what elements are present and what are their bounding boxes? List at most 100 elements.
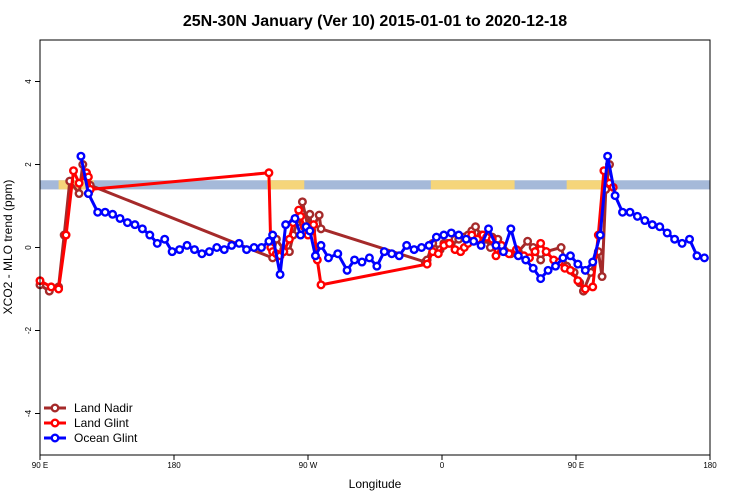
data-point xyxy=(74,178,84,188)
data-point xyxy=(573,276,583,286)
data-point xyxy=(647,220,657,230)
data-point xyxy=(433,249,443,259)
data-point xyxy=(212,242,222,252)
data-point xyxy=(394,251,404,261)
data-point xyxy=(610,191,620,201)
data-point xyxy=(461,234,471,244)
data-point xyxy=(93,207,103,217)
data-point xyxy=(640,216,650,226)
data-point xyxy=(409,245,419,255)
data-point xyxy=(242,245,252,255)
data-point xyxy=(632,211,642,221)
data-point xyxy=(580,265,590,275)
data-point xyxy=(431,232,441,242)
y-axis-label: XCO2 - MLO trend (ppm) xyxy=(1,180,15,315)
data-point xyxy=(588,257,598,267)
data-point xyxy=(305,209,315,219)
x-tick-label: 90 E xyxy=(32,461,48,470)
data-point xyxy=(333,249,343,259)
data-point xyxy=(603,151,613,161)
data-point xyxy=(625,207,635,217)
data-point xyxy=(573,259,583,269)
data-point xyxy=(305,226,315,236)
data-point xyxy=(256,242,266,252)
data-point xyxy=(350,255,360,265)
y-tick-label: -2 xyxy=(24,326,33,334)
data-point xyxy=(454,230,464,240)
chart-title: 25N-30N January (Ver 10) 2015-01-01 to 2… xyxy=(183,13,567,30)
data-point xyxy=(446,228,456,238)
data-point xyxy=(565,251,575,261)
legend-item: Ocean Glint xyxy=(44,431,138,445)
data-point xyxy=(541,247,551,257)
data-point xyxy=(189,245,199,255)
legend-item: Land Nadir xyxy=(44,401,133,415)
data-point xyxy=(422,259,432,269)
data-point xyxy=(137,224,147,234)
data-point xyxy=(618,207,628,217)
series-layer xyxy=(35,151,709,296)
data-point xyxy=(310,251,320,261)
data-point xyxy=(46,282,56,292)
data-point xyxy=(182,240,192,250)
data-point xyxy=(108,209,118,219)
land-band-segment xyxy=(566,180,603,190)
data-point xyxy=(536,255,546,265)
data-point xyxy=(677,238,687,248)
data-point xyxy=(68,166,78,176)
data-point xyxy=(264,236,274,246)
data-point xyxy=(670,234,680,244)
data-point xyxy=(444,238,454,248)
data-point xyxy=(476,240,486,250)
data-point xyxy=(692,251,702,261)
data-point xyxy=(115,213,125,223)
data-point xyxy=(323,253,333,263)
legend-swatch-marker xyxy=(50,418,60,428)
data-point xyxy=(316,240,326,250)
data-point xyxy=(204,247,214,257)
legend-swatch-marker xyxy=(50,403,60,413)
x-tick-label: 90 E xyxy=(568,461,584,470)
x-tick-label: 180 xyxy=(703,461,717,470)
data-point xyxy=(296,230,306,240)
data-point xyxy=(558,253,568,263)
data-point xyxy=(513,251,523,261)
data-point xyxy=(281,220,291,230)
land-band-segment xyxy=(430,180,515,190)
data-point xyxy=(314,210,324,220)
series-ocean-glint xyxy=(76,151,709,284)
data-point xyxy=(167,247,177,257)
land-band-segment xyxy=(267,180,305,190)
data-point xyxy=(61,230,71,240)
data-point xyxy=(530,247,540,257)
data-point xyxy=(372,261,382,271)
data-point xyxy=(521,255,531,265)
data-point xyxy=(565,265,575,275)
y-tick-label: 2 xyxy=(24,162,33,167)
x-tick-label: 0 xyxy=(440,461,445,470)
y-axis: -4 -2 0 2 4 xyxy=(24,79,40,417)
data-point xyxy=(100,207,110,217)
ocean-band xyxy=(40,180,710,190)
data-point xyxy=(290,213,300,223)
y-tick-label: 4 xyxy=(24,79,33,84)
data-point xyxy=(685,234,695,244)
data-point xyxy=(536,274,546,284)
data-point xyxy=(316,280,326,290)
data-point xyxy=(595,230,605,240)
legend-item: Land Glint xyxy=(44,416,129,430)
data-point xyxy=(152,238,162,248)
data-point xyxy=(580,284,590,294)
data-point xyxy=(491,251,501,261)
data-point xyxy=(160,234,170,244)
x-axis-label: Longitude xyxy=(349,477,402,491)
data-point xyxy=(699,253,709,263)
x-tick-label: 90 W xyxy=(299,461,318,470)
data-point xyxy=(83,189,93,199)
x-tick-label: 180 xyxy=(167,461,181,470)
data-point xyxy=(402,240,412,250)
data-point xyxy=(523,236,533,246)
data-point xyxy=(471,222,481,232)
